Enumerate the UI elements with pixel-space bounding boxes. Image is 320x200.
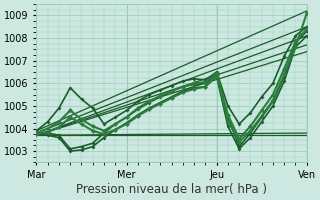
X-axis label: Pression niveau de la mer( hPa ): Pression niveau de la mer( hPa ) [76, 183, 267, 196]
